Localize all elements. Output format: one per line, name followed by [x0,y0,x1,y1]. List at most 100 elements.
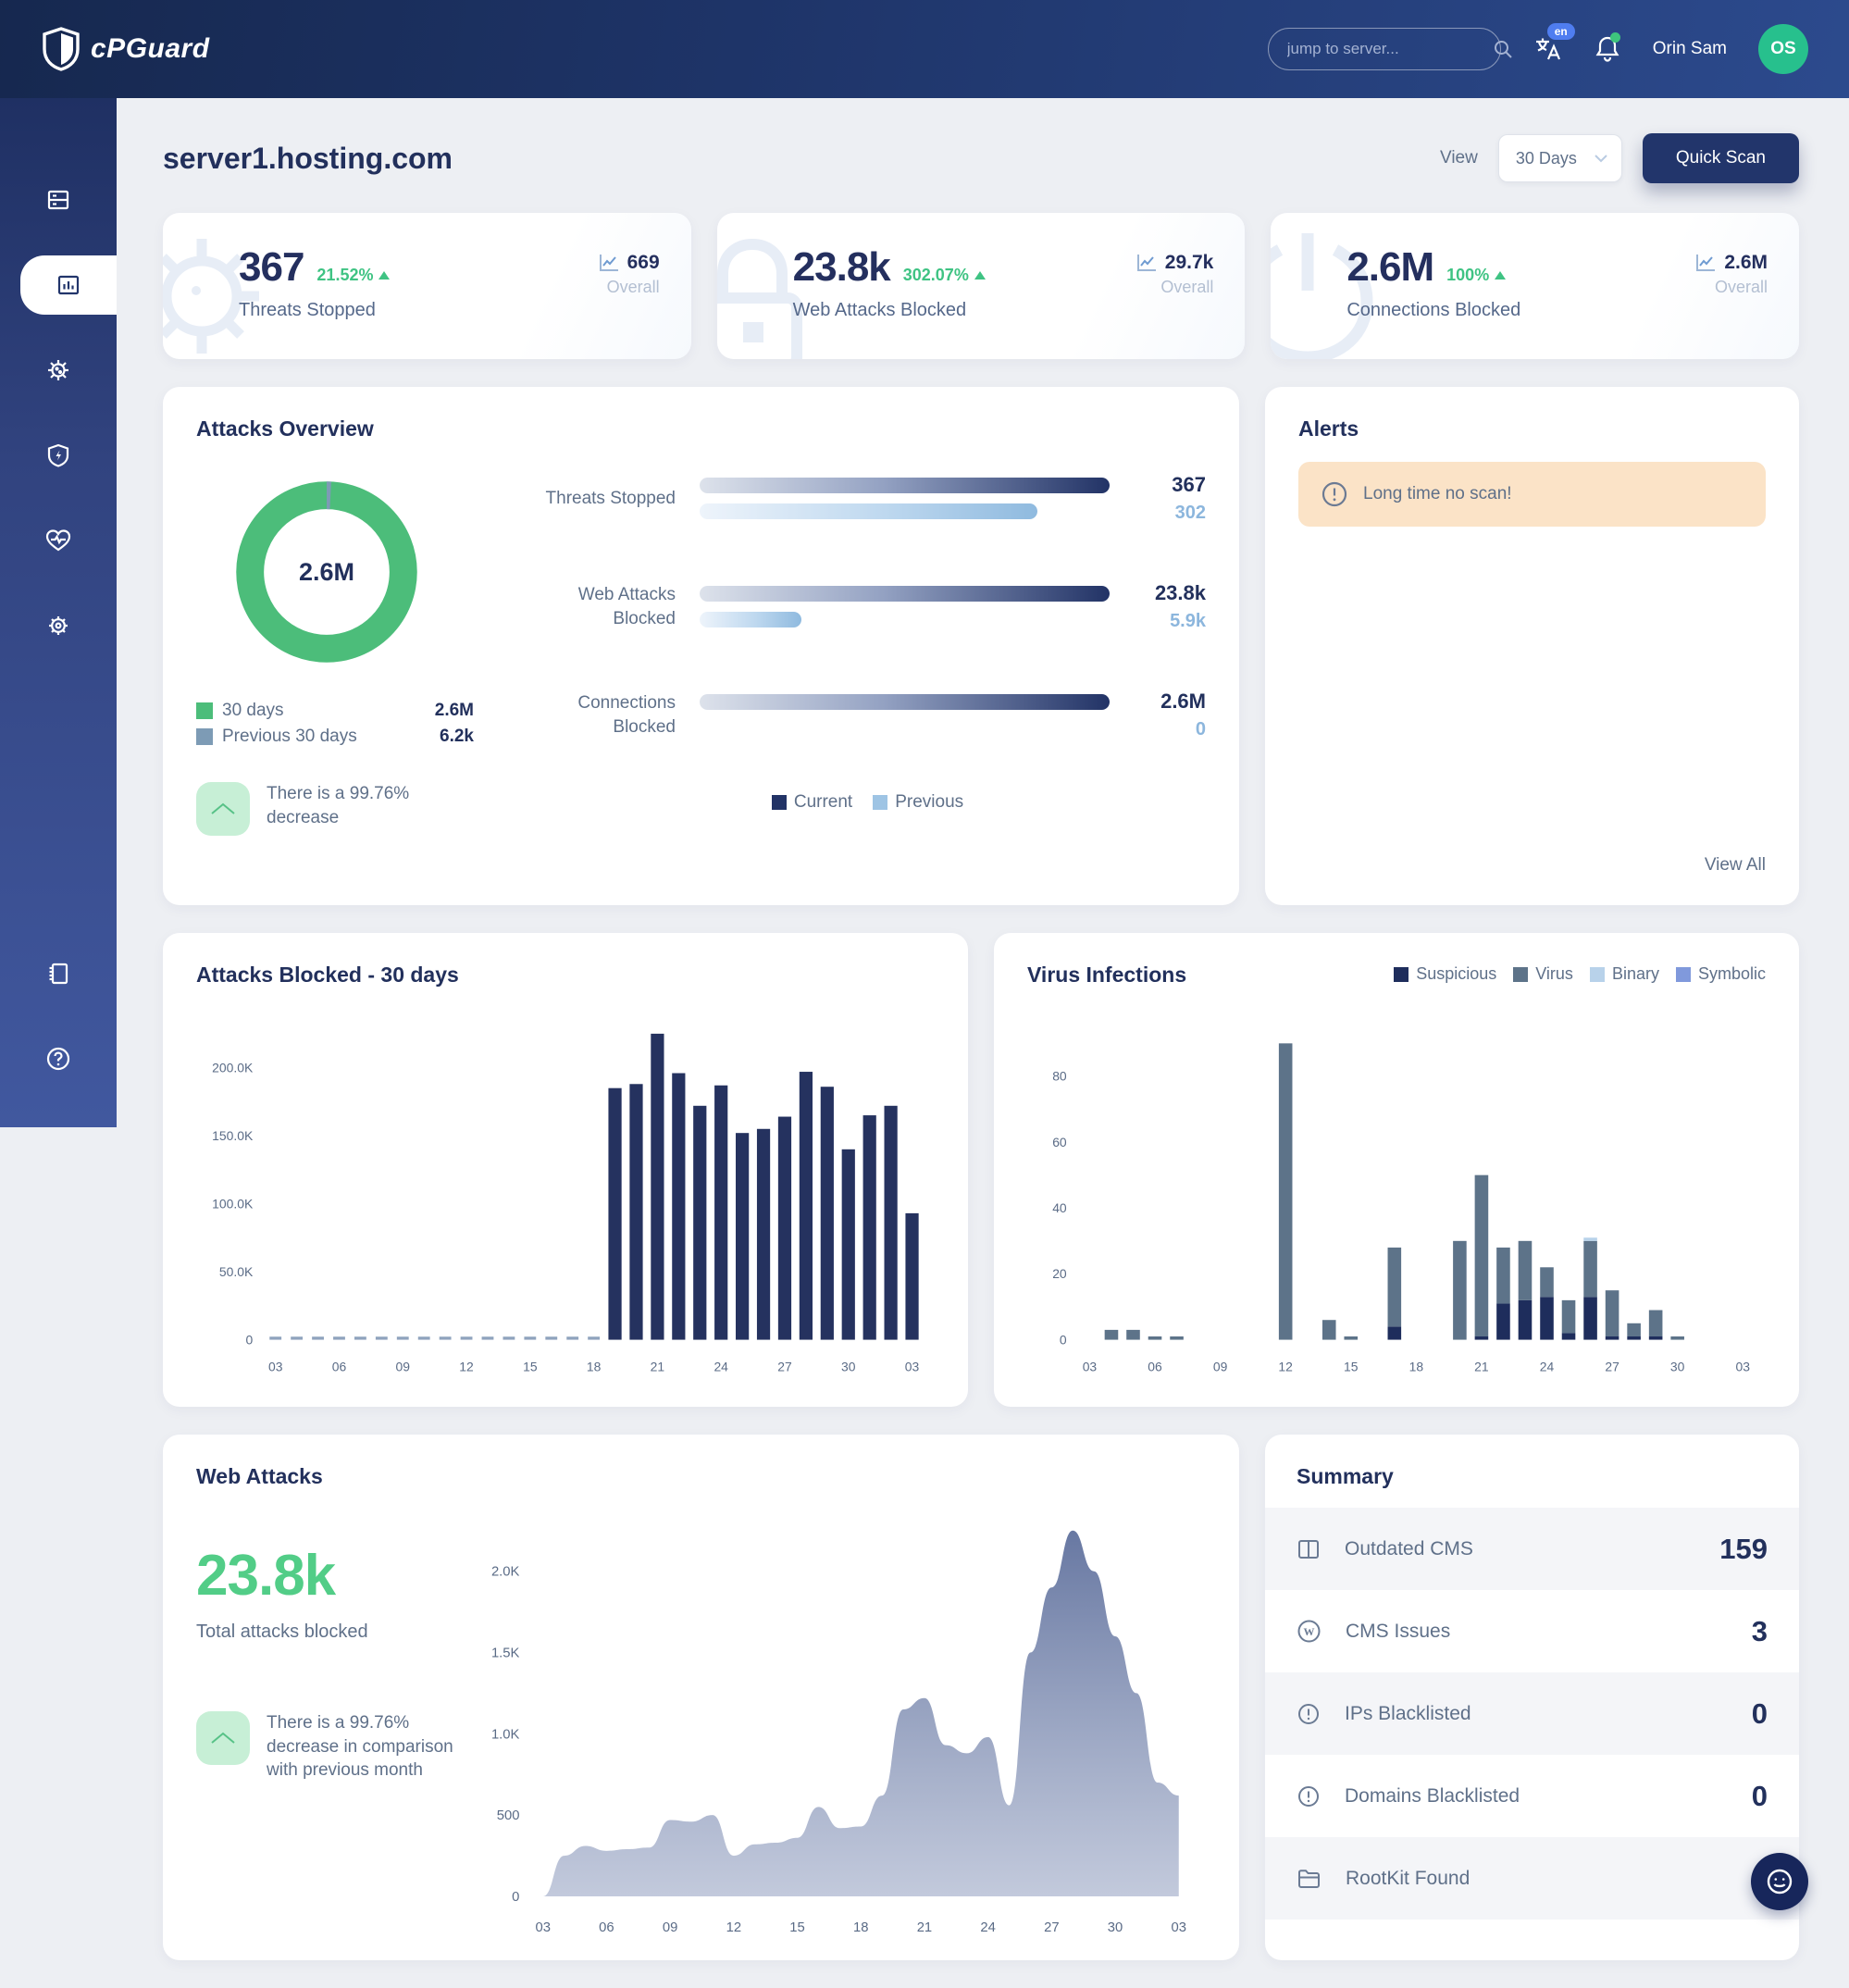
page-title: server1.hosting.com [163,141,453,175]
svg-text:27: 27 [1044,1920,1059,1935]
hbar-row-connections: Connections Blocked 2.6M 0 [577,690,1206,739]
trend-up-icon [378,271,391,280]
svg-text:20: 20 [1052,1266,1067,1281]
info-circle-icon [1321,480,1348,508]
view-all-link[interactable]: View All [1704,855,1766,875]
stat-card-threats[interactable]: 367 21.52% Threats Stopped 669 Overall [163,213,691,359]
view-range-select[interactable]: 30 Days [1497,134,1622,182]
trend-up-icon [1495,271,1507,280]
donut-legend-30days: 30 days [196,701,435,721]
current-bar [700,478,1110,493]
sidebar-item-docs[interactable] [0,944,117,1003]
svg-text:06: 06 [599,1920,614,1935]
notifications-button[interactable] [1594,32,1621,64]
hbar-row-threats: Threats Stopped 367 302 [545,473,1206,523]
svg-text:80: 80 [1052,1069,1067,1084]
stat-overall-label: Overall [1714,278,1768,296]
chat-widget-button[interactable] [1751,1853,1808,1910]
summary-row-rootkit-found[interactable]: RootKit Found 0 [1265,1837,1799,1920]
svg-text:150.0K: 150.0K [212,1128,254,1143]
current-bar [700,586,1110,602]
svg-text:03: 03 [1736,1359,1751,1373]
svg-text:09: 09 [663,1920,677,1935]
web-attacks-chart: 0 500 1.0K 1.5K 2.0K 03 06 09 12 15 18 21 24 27 30 03 [474,1498,1206,1941]
donut-center-value: 2.6M [298,557,355,586]
summary-row-cms-issues[interactable]: W CMS Issues 3 [1265,1590,1799,1672]
language-switcher[interactable]: en [1533,23,1575,64]
svg-text:100.0K: 100.0K [212,1196,254,1211]
svg-text:30: 30 [841,1359,856,1373]
overview-note: There is a 99.76% decrease [267,784,410,827]
alert-item[interactable]: Long time no scan! [1298,462,1766,527]
svg-text:24: 24 [980,1920,995,1935]
brand-logo[interactable]: cPGuard [41,27,210,71]
attacks-overview-title: Attacks Overview [196,416,374,441]
stat-value: 2.6M [1346,244,1434,290]
hbar-row-web-attacks: Web Attacks Blocked 23.8k 5.9k [577,581,1206,631]
view-label: View [1440,148,1478,168]
svg-text:15: 15 [1344,1359,1359,1373]
search-icon[interactable] [1492,38,1514,60]
stat-label: Connections Blocked [1346,300,1521,320]
svg-text:06: 06 [332,1359,347,1373]
user-name[interactable]: Orin Sam [1652,39,1727,58]
summary-row-ips-blacklisted[interactable]: IPs Blacklisted 0 [1265,1672,1799,1755]
shield-bolt-icon [45,442,71,468]
summary-row-outdated-cms[interactable]: Outdated CMS 159 [1265,1508,1799,1590]
svg-text:500: 500 [497,1808,520,1823]
shield-logo-icon [41,27,81,71]
svg-text:1.5K: 1.5K [491,1646,520,1660]
summary-row-domains-blacklisted[interactable]: Domains Blacklisted 0 [1265,1755,1799,1837]
stat-label: Web Attacks Blocked [792,300,967,320]
web-attacks-title: Web Attacks [196,1464,323,1488]
topbar: cPGuard en [0,0,1849,98]
attacks-blocked-title: Attacks Blocked - 30 days [196,963,459,987]
quick-scan-button[interactable]: Quick Scan [1642,133,1799,183]
sidebar-item-dashboard[interactable] [20,255,117,315]
svg-text:18: 18 [1409,1359,1424,1373]
svg-text:200.0K: 200.0K [212,1060,254,1075]
svg-text:0: 0 [512,1890,519,1905]
svg-text:03: 03 [1172,1920,1186,1935]
virus-infections-title: Virus Infections [1027,963,1187,987]
svg-text:09: 09 [396,1359,411,1373]
chevron-down-icon [1594,154,1608,163]
stat-card-web-attacks[interactable]: 23.8k 302.07% Web Attacks Blocked 29.7k … [716,213,1246,359]
svg-text:12: 12 [459,1359,474,1373]
svg-text:30: 30 [1108,1920,1123,1935]
legend-swatch [196,702,213,719]
stat-delta: 21.52% [316,266,374,284]
sidebar-item-settings[interactable] [0,596,117,655]
sidebar-item-firewall[interactable] [0,426,117,485]
sidebar-item-virus-scanner[interactable] [0,341,117,400]
avatar[interactable]: OS [1758,24,1808,74]
svg-text:27: 27 [777,1359,792,1373]
svg-text:30: 30 [1670,1359,1685,1373]
web-attacks-total-label: Total attacks blocked [196,1621,368,1642]
web-attacks-panel: Web Attacks 23.8k Total attacks blocked … [163,1435,1239,1960]
svg-text:03: 03 [268,1359,283,1373]
gear-icon [45,613,71,639]
sidebar [0,98,117,1127]
book-icon [45,961,71,987]
svg-text:50.0K: 50.0K [219,1264,254,1279]
web-attacks-total: 23.8k [196,1544,336,1608]
smiley-icon [1764,1866,1795,1897]
server-icon [45,187,71,213]
sidebar-item-health[interactable] [0,511,117,570]
stat-value: 367 [239,244,304,290]
bar-chart-icon [56,272,81,298]
svg-text:15: 15 [523,1359,538,1373]
sidebar-item-servers[interactable] [0,170,117,230]
svg-text:18: 18 [853,1920,868,1935]
search-input[interactable] [1286,40,1492,58]
stat-card-connections[interactable]: 2.6M 100% Connections Blocked 2.6M Overa… [1271,213,1799,359]
sidebar-item-help[interactable] [0,1029,117,1088]
jump-to-server-search [1267,28,1512,70]
line-chart-icon [598,253,620,273]
legend-suspicious: Suspicious [1394,964,1496,984]
web-attacks-note: There is a 99.76% decrease in comparison… [267,1713,453,1781]
svg-text:0: 0 [1060,1332,1067,1347]
svg-text:09: 09 [1213,1359,1228,1373]
virus-watermark-icon [163,220,283,359]
